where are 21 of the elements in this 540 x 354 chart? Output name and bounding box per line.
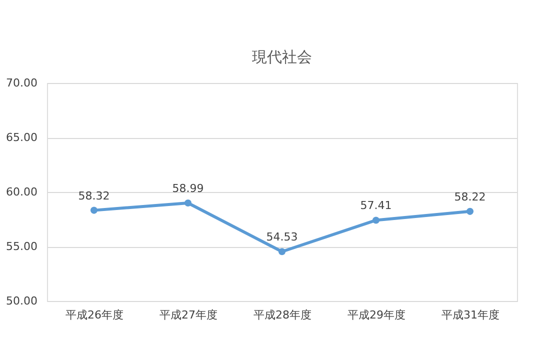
data-label: 58.32 — [78, 189, 110, 202]
x-tick-label: 平成26年度 — [66, 308, 124, 322]
x-tick-label: 平成28年度 — [254, 308, 312, 322]
data-label: 54.53 — [266, 230, 298, 244]
point — [90, 206, 98, 214]
y-tick-label: 65.00 — [6, 131, 38, 144]
x-tick-label: 平成29年度 — [348, 308, 406, 322]
chart-title: 現代社会 — [252, 48, 312, 66]
data-label: 58.99 — [172, 182, 204, 196]
y-tick-label: 70.00 — [6, 76, 38, 90]
y-tick-label: 60.00 — [6, 186, 38, 198]
y-tick-label: 55.00 — [6, 240, 38, 253]
point — [184, 199, 192, 207]
x-tick-label: 平成27年度 — [160, 308, 218, 322]
point — [278, 248, 286, 256]
data-label: 57.41 — [360, 199, 392, 212]
point — [466, 208, 474, 215]
point — [372, 216, 380, 224]
x-tick-label: 平成31年度 — [442, 308, 500, 322]
data-label: 58.22 — [454, 190, 486, 204]
y-tick-label: 50.00 — [6, 294, 38, 308]
